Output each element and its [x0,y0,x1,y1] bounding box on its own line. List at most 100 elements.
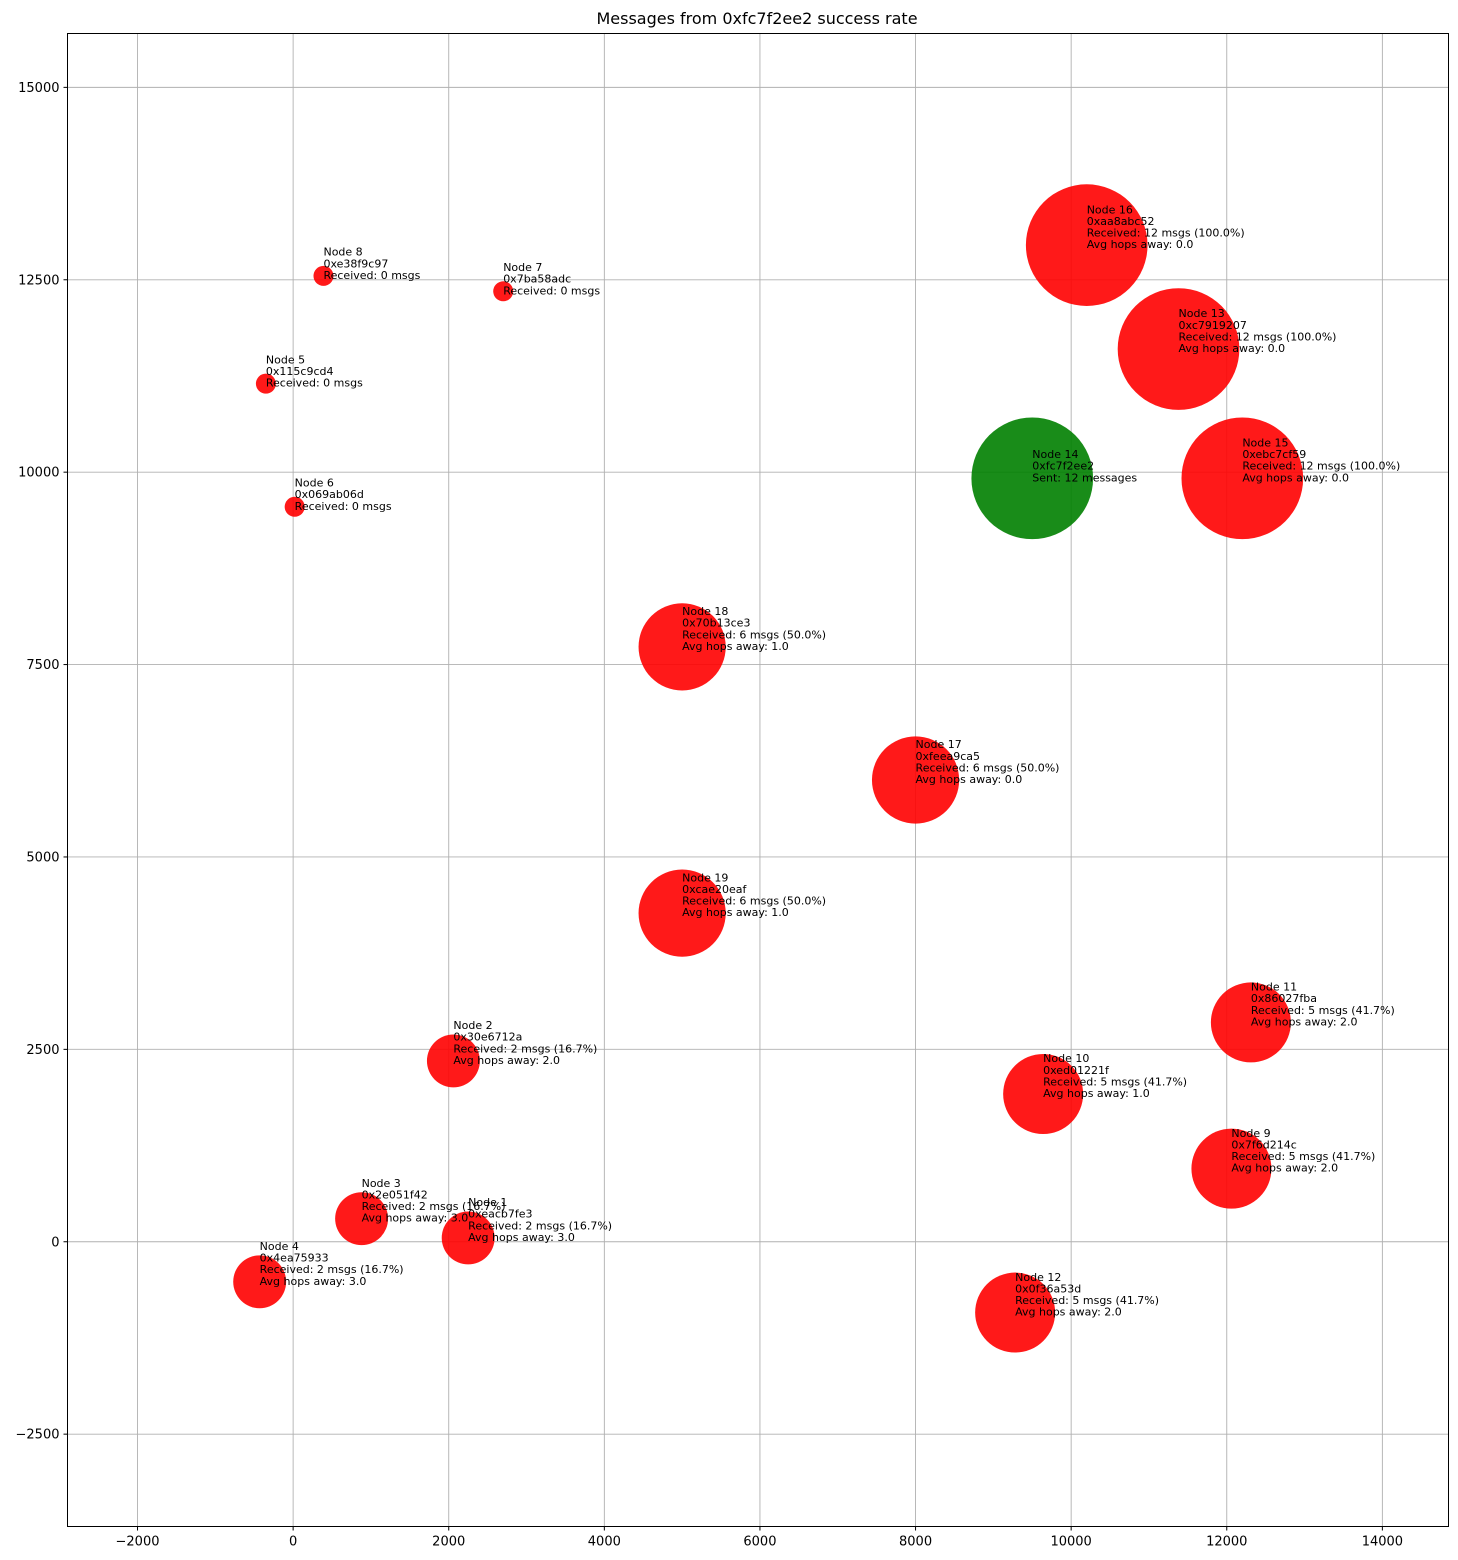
point-annotation: Node 5 0x115c9cd4 Received: 0 msgs [266,353,363,389]
annotation-line: Node 5 [266,353,305,366]
point-annotation: Node 7 0x7ba58adc Received: 0 msgs [503,261,600,297]
annotation-line: Node 2 [453,1019,492,1032]
x-tick-label: 6000 [743,1535,776,1550]
data-point [284,496,305,517]
point-annotation: Node 10 0xed01221f Received: 5 msgs (41.7%… [1043,1052,1187,1100]
annotation-line: Avg hops away: 0.0 [916,773,1023,786]
annotation-line: Avg hops away: 0.0 [1242,471,1349,484]
point-annotation: Node 17 0xfeea9ca5 Received: 6 msgs (50.0%… [916,738,1060,786]
y-tick-label: 2500 [26,1043,59,1058]
annotation-line: Node 15 [1242,437,1288,450]
data-point [975,1272,1056,1353]
x-tick-label: 10000 [1050,1535,1091,1550]
point-annotation: Node 19 0xcae20eaf Received: 6 msgs (50.0%… [682,871,826,919]
annotation-line: 0xfc7f2ee2 [1032,460,1094,473]
x-tick-label: 0 [289,1535,297,1550]
annotation-line: Sent: 12 messages [1032,471,1137,484]
annotation-line: Received: 0 msgs [266,377,363,390]
grid-lines [67,33,1449,1527]
annotation-line: Received: 0 msgs [295,500,392,513]
annotation-line: 0xeacb7fe3 [468,1208,532,1221]
point-annotation: Node 4 0x4ea75933 Received: 2 msgs (16.7%)… [260,1240,404,1288]
annotation-line: Received: 5 msgs (41.7%) [1231,1150,1375,1163]
y-tick-label: −2500 [16,1428,60,1443]
annotation-line: 0xfeea9ca5 [916,750,980,763]
y-tick-label: 0 [51,1235,59,1250]
annotation-line: Node 17 [916,738,962,751]
annotation-line: 0xe38f9c97 [323,257,388,270]
annotation-line: Node 16 [1087,203,1133,216]
annotation-line: Received: 12 msgs (100.0%) [1179,330,1337,343]
y-tick-label: 7500 [26,658,59,673]
annotation-line: Node 7 [503,261,542,274]
data-point [1181,417,1304,540]
annotation-line: 0xebc7cf59 [1242,448,1306,461]
annotation-line: Received: 12 msgs (100.0%) [1242,460,1400,473]
annotation-line: Received: 2 msgs (16.7%) [362,1200,506,1213]
annotation-line: Avg hops away: 2.0 [1015,1306,1122,1319]
annotation-line: Node 3 [362,1177,401,1190]
point-annotation: Node 3 0x2e051f42 Received: 2 msgs (16.7%)… [362,1177,506,1225]
annotation-line: Received: 5 msgs (41.7%) [1015,1294,1159,1307]
annotation-line: Received: 6 msgs (50.0%) [682,628,826,641]
x-tick-label: 4000 [588,1535,621,1550]
point-annotation: Node 16 0xaa8abc52 Received: 12 msgs (100.… [1087,203,1245,251]
data-point [233,1255,287,1309]
x-tick-label: 2000 [432,1535,465,1550]
annotation-line: Avg hops away: 1.0 [682,906,789,919]
annotation-line: Received: 2 msgs (16.7%) [468,1219,612,1232]
chart-title: Messages from 0xfc7f2ee2 success rate [596,9,917,28]
point-annotation: Node 11 0x86027fba Received: 5 msgs (41.7%… [1251,981,1395,1029]
annotation-line: Avg hops away: 2.0 [453,1054,560,1067]
data-point [313,265,334,286]
point-annotation: Node 12 0x0f36a53d Received: 5 msgs (41.7%… [1015,1271,1159,1319]
point-annotation: Node 2 0x30e6712a Received: 2 msgs (16.7%)… [453,1019,597,1067]
annotation-line: Received: 6 msgs (50.0%) [682,895,826,908]
x-tick-label: −2000 [116,1535,160,1550]
annotation-line: Node 19 [682,871,728,884]
annotation-line: Node 13 [1179,307,1225,320]
annotation-line: 0xaa8abc52 [1087,215,1155,228]
data-point [1210,982,1291,1063]
data-point [1003,1053,1084,1134]
data-point [638,603,726,691]
annotation-line: Node 1 [468,1196,507,1209]
annotation-line: Received: 6 msgs (50.0%) [916,761,1060,774]
y-tick-label: 15000 [18,81,59,96]
point-annotation: Node 9 0x7f6d214c Received: 5 msgs (41.7%)… [1231,1127,1375,1175]
point-annotations: Node 1 0xeacb7fe3 Received: 2 msgs (16.7%)… [260,203,1401,1318]
data-point [441,1211,495,1265]
point-annotation: Node 8 0xe38f9c97 Received: 0 msgs [323,246,420,282]
y-tick-label: 10000 [18,466,59,481]
annotation-line: 0x70b13ce3 [682,617,750,630]
x-tick-label: 12000 [1206,1535,1247,1550]
point-annotation: Node 14 0xfc7f2ee2 Sent: 12 messages [1032,448,1137,484]
annotation-line: 0x2e051f42 [362,1188,428,1201]
annotation-line: Avg hops away: 3.0 [260,1275,367,1288]
annotation-line: Node 10 [1043,1052,1089,1065]
annotation-line: 0x0f36a53d [1015,1282,1081,1295]
annotation-line: 0x7f6d214c [1231,1138,1296,1151]
annotation-line: Avg hops away: 3.0 [468,1231,575,1244]
annotation-line: Node 14 [1032,448,1078,461]
annotation-line: Node 9 [1231,1127,1270,1140]
y-axis: −2500 0 2500 5000 7500 10000 12500 15000 [16,81,68,1443]
point-annotation: Node 6 0x069ab06d Received: 0 msgs [295,477,392,513]
annotation-line: Node 6 [295,477,334,490]
annotation-line: Node 18 [682,605,728,618]
annotation-line: 0xed01221f [1043,1064,1110,1077]
annotation-line: Avg hops away: 2.0 [1231,1162,1338,1175]
data-point [1117,288,1240,410]
annotation-line: 0x4ea75933 [260,1252,329,1265]
annotation-line: Received: 5 msgs (41.7%) [1043,1075,1187,1088]
annotation-line: 0x069ab06d [295,488,364,501]
data-point [1191,1128,1272,1209]
plot-frame [67,33,1449,1527]
x-axis: −2000 0 2000 4000 6000 8000 10000 12000 14000 [116,1526,1403,1550]
annotation-line: Node 12 [1015,1271,1061,1284]
annotation-line: Received: 2 msgs (16.7%) [453,1042,597,1055]
y-tick-label: 12500 [18,273,59,288]
annotation-line: Avg hops away: 2.0 [1251,1015,1358,1028]
point-annotation: Node 13 0xc7919207 Received: 12 msgs (100.… [1179,307,1337,355]
